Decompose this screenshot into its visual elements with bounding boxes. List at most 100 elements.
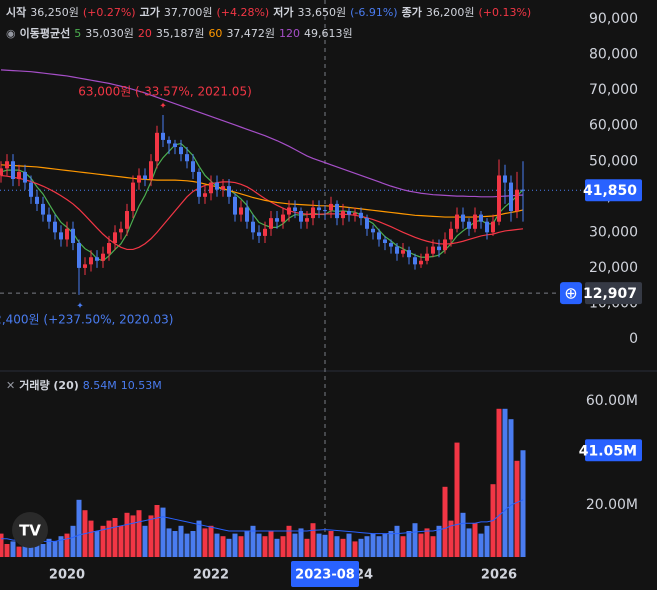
volume-bar xyxy=(214,533,220,558)
candle-body xyxy=(455,214,459,229)
candle-body xyxy=(197,171,201,197)
volume-bar xyxy=(478,533,484,558)
volume-bar xyxy=(220,536,226,558)
candle-body xyxy=(425,253,429,261)
candle-body xyxy=(107,243,111,254)
volume-bar xyxy=(520,450,526,558)
candle-body xyxy=(317,207,321,211)
volume-bar xyxy=(202,528,208,558)
candle-body xyxy=(335,203,339,219)
candle-body xyxy=(437,246,441,251)
volume-bar xyxy=(148,515,154,558)
volume-bar xyxy=(274,538,280,558)
volume-bar xyxy=(268,531,274,558)
close-icon[interactable]: ✕ xyxy=(6,378,16,392)
volume-bar xyxy=(16,546,22,558)
volume-bar xyxy=(196,520,202,558)
crosshair-plus: ⊕ xyxy=(564,284,577,303)
x-tick-label: 2022 xyxy=(193,568,229,583)
volume-bar xyxy=(244,531,250,558)
ma-line xyxy=(0,174,524,251)
volume-legend-value: 10.53M xyxy=(120,378,162,392)
volume-bar xyxy=(382,533,388,558)
candle-body xyxy=(293,207,297,212)
candle-body xyxy=(191,161,195,172)
candle-body xyxy=(125,211,129,229)
candle-body xyxy=(113,232,117,244)
candle-body xyxy=(101,253,105,261)
crosshair-price-tag: 12,907 xyxy=(583,286,637,302)
y-tick-label: 30,000 xyxy=(589,224,638,240)
volume-bar xyxy=(136,510,142,558)
candle-body xyxy=(29,182,33,197)
candle-body xyxy=(11,161,15,180)
candle-body xyxy=(143,175,147,180)
ma-legend: ◉ 이동평균선 5 35,030원 20 35,187원 60 37,472원 120 49,61… xyxy=(6,25,353,41)
ohlc-legend: 시작 36,250원 (+0.27%) 고가 37,700원 (+4.28%) 저가 33,6… xyxy=(6,4,531,20)
candle-body xyxy=(491,221,495,233)
volume-bar xyxy=(40,544,46,558)
candle-body xyxy=(353,212,357,215)
logo: TV xyxy=(12,512,48,548)
volume-bar xyxy=(328,531,334,558)
y-tick-label: 20,000 xyxy=(589,260,638,276)
volume-bar xyxy=(406,531,412,558)
candle-body xyxy=(131,182,135,212)
candle-body xyxy=(53,221,57,233)
candle-body xyxy=(275,218,279,222)
candle-body xyxy=(89,257,93,265)
low-marker: ✦ xyxy=(76,302,84,312)
volume-bar xyxy=(508,419,514,558)
ohlc-label: 시작 xyxy=(6,6,27,19)
candle-body xyxy=(467,221,471,229)
candle-body xyxy=(233,196,237,215)
volume-bar xyxy=(70,525,76,558)
candle-body xyxy=(0,168,3,176)
volume-bar xyxy=(412,523,418,558)
ohlc-value: 37,700원 xyxy=(163,6,213,19)
candle-body xyxy=(95,257,99,261)
candle-body xyxy=(305,218,309,222)
volume-bar xyxy=(460,512,466,558)
volume-last-tag: 41.05M xyxy=(579,443,637,459)
candle-body xyxy=(155,132,159,162)
candle-body xyxy=(503,175,507,183)
volume-bar xyxy=(34,541,40,558)
ma-period: 5 xyxy=(74,26,82,40)
volume-bar xyxy=(46,538,52,558)
ma-value: 49,613원 xyxy=(304,27,353,40)
candle-body xyxy=(395,246,399,254)
candle-body xyxy=(515,189,519,212)
volume-bar xyxy=(232,533,238,558)
candle-body xyxy=(185,154,189,162)
candle-body xyxy=(407,250,411,258)
volume-bar xyxy=(4,544,10,558)
ohlc-change: (-6.91%) xyxy=(350,5,398,19)
candle-body xyxy=(431,246,435,254)
ohlc-label: 종가 xyxy=(401,6,422,19)
volume-legend: ✕ 거래량 (20) 8.54M 10.53M xyxy=(6,377,162,393)
volume-tick-label: 20.00M xyxy=(586,497,638,513)
volume-bar xyxy=(502,408,508,558)
ohlc-change: (+0.13%) xyxy=(478,5,532,19)
volume-bar xyxy=(286,525,292,558)
candle-body xyxy=(281,214,285,222)
volume-bar xyxy=(238,536,244,558)
volume-title: 거래량 (20) xyxy=(19,379,79,392)
candle-body xyxy=(77,243,81,268)
eye-icon[interactable]: ◉ xyxy=(6,26,16,40)
crosshair-plus-box[interactable] xyxy=(560,282,582,305)
volume-bar xyxy=(334,536,340,558)
candle-body xyxy=(203,193,207,197)
candle-body xyxy=(215,182,219,190)
volume-bar xyxy=(514,460,520,558)
ma-period: 20 xyxy=(137,26,152,40)
candle-body xyxy=(497,175,501,222)
volume-bar xyxy=(88,520,94,558)
volume-bar xyxy=(130,515,136,558)
candle-body xyxy=(23,171,27,183)
volume-legend-value: 8.54M xyxy=(82,378,117,392)
candle-body xyxy=(5,161,9,169)
volume-bar xyxy=(394,525,400,558)
